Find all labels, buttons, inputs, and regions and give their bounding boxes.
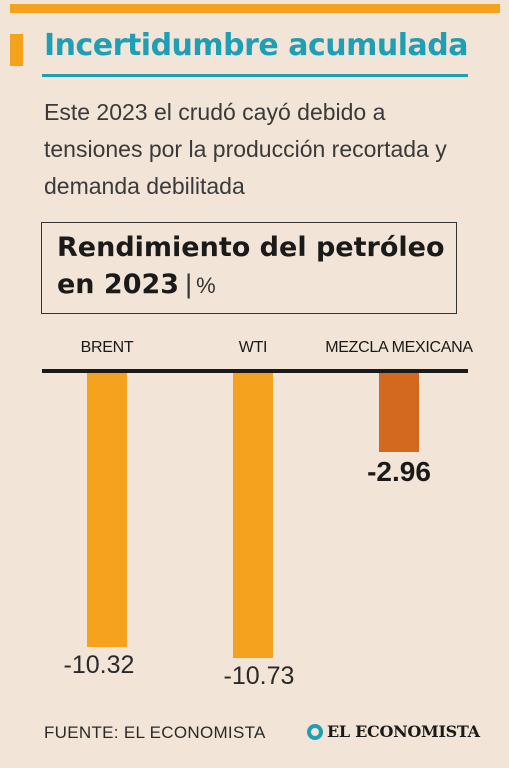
source-note: FUENTE: EL ECONOMISTA bbox=[44, 723, 266, 742]
bar bbox=[233, 373, 273, 658]
page-subtitle: Este 2023 el crudó cayó debido a tension… bbox=[44, 99, 447, 199]
value-label: -10.32 bbox=[63, 650, 135, 679]
value-label: -10.73 bbox=[223, 661, 295, 690]
title-underline bbox=[42, 74, 468, 77]
chart-title: Rendimiento del petróleo en 2023 |% bbox=[57, 229, 456, 304]
title-accent-block bbox=[10, 34, 23, 66]
el-economista-icon bbox=[307, 723, 323, 740]
category-label: WTI bbox=[238, 339, 268, 356]
chart-unit: % bbox=[196, 273, 216, 298]
logo-text: EL ECONOMISTA bbox=[327, 722, 480, 741]
value-label: -2.96 bbox=[367, 455, 431, 487]
category-label: MEZCLA MEXICANA bbox=[325, 339, 473, 356]
chart-title-text: Rendimiento del petróleo en 2023 bbox=[57, 232, 445, 300]
bar bbox=[379, 373, 419, 452]
page-title: Incertidumbre acumulada bbox=[44, 28, 468, 63]
title-separator: | bbox=[185, 269, 193, 299]
chart-title-box: Rendimiento del petróleo en 2023 |% bbox=[41, 222, 457, 314]
category-label: BRENT bbox=[80, 339, 134, 356]
publisher-logo: EL ECONOMISTA bbox=[307, 722, 480, 741]
top-accent-bar bbox=[10, 4, 500, 13]
bar bbox=[87, 373, 127, 647]
chart-baseline bbox=[42, 369, 468, 373]
